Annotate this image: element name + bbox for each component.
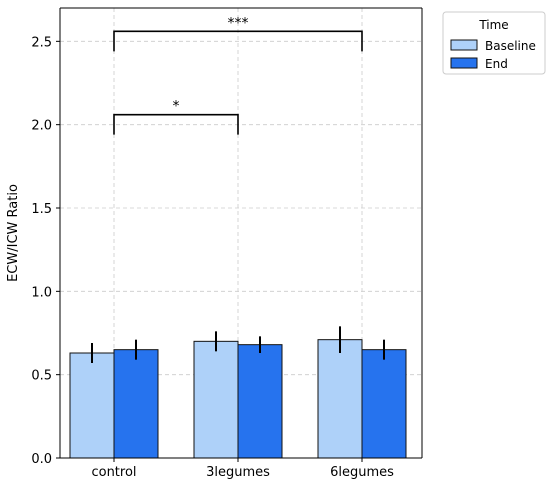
bar-baseline-control xyxy=(69,352,115,459)
x-tick-label: 6legumes xyxy=(330,465,394,480)
bars xyxy=(69,326,407,459)
significance-brackets: **** xyxy=(113,15,363,135)
x-tick-label: 3legumes xyxy=(206,465,270,480)
legend-swatch-end xyxy=(450,57,478,69)
y-tick-label: 1.5 xyxy=(31,202,52,217)
x-tick-label: control xyxy=(91,465,136,480)
y-tick-label: 2.0 xyxy=(31,119,52,134)
bar-end-6legumes xyxy=(361,349,407,459)
legend-title: Time xyxy=(478,18,508,32)
legend-swatch-baseline xyxy=(450,39,478,51)
y-tick-label: 2.5 xyxy=(31,35,52,50)
y-axis-title: ECW/ICW Ratio xyxy=(6,184,21,282)
legend-label-baseline: Baseline xyxy=(485,39,536,53)
bar-baseline-3legumes xyxy=(193,340,239,459)
bar-end-3legumes xyxy=(237,344,283,459)
bar-end-control xyxy=(113,349,159,459)
y-tick-label: 0.5 xyxy=(31,369,52,384)
legend: Time Baseline End xyxy=(442,11,546,75)
bar-baseline-6legumes xyxy=(317,339,363,459)
y-tick-label: 0.0 xyxy=(31,452,52,467)
axes: 0.0 0.5 1.0 1.5 2.0 2.5 control 3legumes 6legume… xyxy=(6,7,423,480)
y-tick-label: 1.0 xyxy=(31,285,52,300)
significance-bracket xyxy=(113,113,239,135)
significance-bracket xyxy=(113,30,363,52)
significance-label: * xyxy=(173,99,180,115)
significance-label: *** xyxy=(228,15,249,31)
legend-label-end: End xyxy=(485,57,508,71)
